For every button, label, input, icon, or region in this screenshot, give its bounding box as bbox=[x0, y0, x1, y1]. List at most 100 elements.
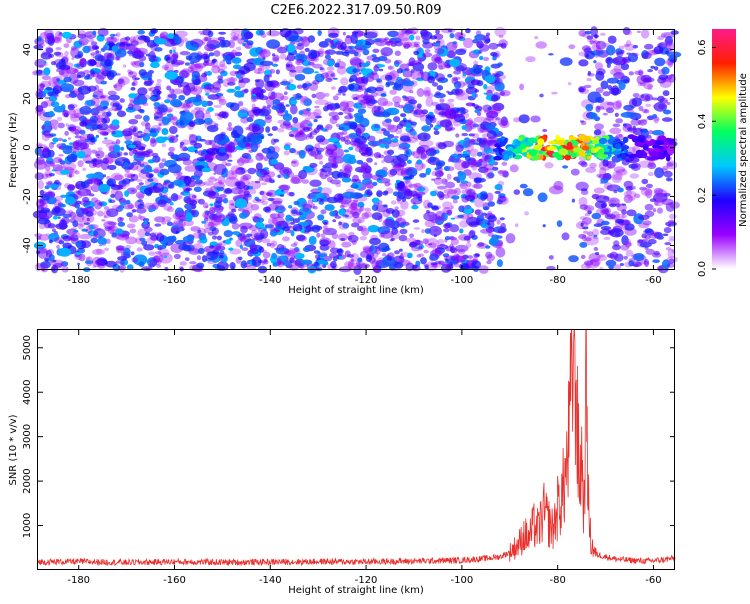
heatmap-cell bbox=[188, 248, 201, 255]
heatmap-cell bbox=[447, 73, 453, 78]
heatmap-cell bbox=[168, 163, 182, 174]
heatmap-cell bbox=[159, 168, 170, 176]
heatmap-cell bbox=[94, 104, 103, 111]
heatmap-cell bbox=[163, 255, 168, 259]
heatmap-cell bbox=[410, 60, 422, 65]
heatmap-cell bbox=[338, 86, 347, 94]
heatmap-cell bbox=[455, 255, 467, 263]
heatmap-cell bbox=[182, 235, 195, 243]
heatmap-cell bbox=[474, 198, 484, 208]
heatmap-cell bbox=[49, 36, 61, 43]
heatmap-cell bbox=[599, 267, 604, 270]
heatmap-cell bbox=[204, 117, 213, 125]
heatmap-cell bbox=[171, 46, 177, 51]
heatmap-cell bbox=[336, 61, 346, 69]
heatmap-cell bbox=[179, 261, 187, 266]
signal-trace-cell bbox=[635, 151, 644, 159]
heatmap-cell bbox=[137, 29, 145, 35]
heatmap-cell bbox=[644, 261, 649, 265]
heatmap-cell bbox=[483, 145, 491, 154]
heatmap-cell bbox=[413, 182, 421, 187]
heatmap-cell bbox=[612, 123, 621, 128]
heatmap-cell bbox=[405, 150, 410, 155]
heatmap-cell bbox=[483, 164, 495, 171]
heatmap-cell bbox=[641, 239, 649, 243]
heatmap-cell bbox=[275, 164, 285, 172]
signal-trace-cell bbox=[637, 136, 645, 143]
heatmap-cell bbox=[218, 95, 225, 103]
heatmap-cell bbox=[124, 140, 133, 145]
heatmap-cell bbox=[277, 110, 285, 117]
heatmap-cell bbox=[625, 40, 632, 47]
heatmap-cell bbox=[403, 43, 410, 49]
heatmap-cell bbox=[498, 35, 504, 38]
heatmap-cell bbox=[344, 261, 354, 268]
heatmap-cell bbox=[377, 97, 389, 107]
heatmap-cell bbox=[145, 53, 151, 57]
heatmap-cell bbox=[205, 210, 210, 215]
heatmap-cell bbox=[208, 195, 216, 200]
heatmap-cell bbox=[112, 183, 117, 187]
heatmap-cell bbox=[268, 203, 279, 211]
heatmap-cell bbox=[595, 252, 600, 256]
heatmap-cell bbox=[102, 112, 111, 117]
heatmap-cell bbox=[615, 118, 623, 124]
heatmap-cell bbox=[150, 29, 157, 34]
heatmap-cell bbox=[393, 163, 404, 171]
heatmap-cell bbox=[327, 145, 338, 151]
heatmap-cell bbox=[579, 216, 587, 220]
heatmap-cell bbox=[553, 180, 564, 191]
heatmap-cell bbox=[282, 113, 293, 122]
heatmap-cell bbox=[184, 257, 190, 261]
heatmap-cell bbox=[45, 233, 50, 236]
heatmap-cell bbox=[342, 162, 351, 172]
heatmap-cell bbox=[62, 162, 77, 171]
signal-trace-cell bbox=[558, 148, 569, 156]
heatmap-cell bbox=[476, 214, 485, 222]
heatmap-cell bbox=[483, 56, 490, 62]
heatmap-cell bbox=[147, 87, 153, 92]
heatmap-cell bbox=[104, 59, 112, 67]
heatmap-cell bbox=[289, 249, 299, 255]
heatmap-cell bbox=[263, 172, 270, 175]
heatmap-cell bbox=[595, 87, 604, 94]
heatmap-cell bbox=[305, 108, 311, 112]
heatmap-cell bbox=[368, 30, 379, 38]
heatmap-cell bbox=[62, 235, 72, 242]
heatmap-cells bbox=[32, 26, 682, 276]
heatmap-cell bbox=[431, 247, 439, 255]
colorbar-gradient bbox=[712, 29, 736, 269]
heatmap-cell bbox=[213, 181, 225, 190]
heatmap-cell bbox=[209, 203, 214, 207]
heatmap-cell bbox=[142, 102, 149, 106]
heatmap-cell bbox=[45, 249, 52, 258]
heatmap-cell bbox=[519, 183, 528, 189]
heatmap-cell bbox=[593, 34, 599, 38]
heatmap-cell bbox=[487, 111, 497, 117]
heatmap-cell bbox=[156, 247, 162, 250]
heatmap-cell bbox=[255, 199, 262, 202]
heatmap-cell bbox=[272, 200, 283, 205]
heatmap-cell bbox=[645, 248, 655, 255]
heatmap-cell bbox=[147, 178, 154, 182]
y-tick-label: 1000 bbox=[22, 513, 33, 538]
heatmap-cell bbox=[90, 74, 96, 77]
heatmap-cell bbox=[133, 127, 137, 133]
heatmap-cell bbox=[443, 102, 455, 110]
heatmap-cell bbox=[316, 153, 323, 161]
heatmap-cell bbox=[231, 49, 237, 54]
heatmap-cell bbox=[466, 238, 471, 244]
heatmap-cell bbox=[461, 194, 470, 203]
heatmap-cell bbox=[446, 50, 456, 59]
heatmap-cell bbox=[279, 194, 285, 197]
heatmap-cell bbox=[396, 68, 403, 74]
heatmap-cell bbox=[470, 148, 479, 157]
heatmap-cell bbox=[118, 76, 130, 86]
heatmap-cell bbox=[113, 84, 118, 88]
heatmap-cell bbox=[380, 230, 394, 239]
heatmap-cell bbox=[395, 32, 405, 39]
heatmap-cell bbox=[60, 104, 66, 111]
heatmap-cell bbox=[171, 79, 178, 84]
heatmap-cell bbox=[365, 180, 374, 189]
heatmap-cell bbox=[188, 121, 196, 127]
